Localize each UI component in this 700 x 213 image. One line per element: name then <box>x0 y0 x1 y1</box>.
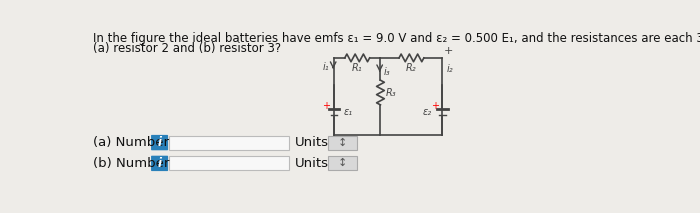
Text: Units: Units <box>295 136 329 149</box>
Text: ↕: ↕ <box>338 158 347 168</box>
Text: i₂: i₂ <box>447 65 454 75</box>
Text: R₃: R₃ <box>386 88 396 98</box>
Text: +: + <box>430 101 439 111</box>
Text: (a) resistor 2 and (b) resistor 3?: (a) resistor 2 and (b) resistor 3? <box>93 42 281 55</box>
Text: (b) Number: (b) Number <box>93 157 169 170</box>
Text: +: + <box>322 101 330 111</box>
Text: In the figure the ideal batteries have emfs ε₁ = 9.0 V and ε₂ = 0.500 E₁, and th: In the figure the ideal batteries have e… <box>93 32 700 45</box>
Text: i: i <box>158 157 162 170</box>
Text: i₁: i₁ <box>323 62 329 72</box>
Text: i₃: i₃ <box>384 67 390 77</box>
FancyBboxPatch shape <box>169 157 289 170</box>
Text: ε₂: ε₂ <box>423 107 432 117</box>
Text: R₁: R₁ <box>352 63 363 73</box>
FancyBboxPatch shape <box>328 157 357 170</box>
FancyBboxPatch shape <box>169 136 289 150</box>
FancyBboxPatch shape <box>151 156 168 171</box>
Text: R₂: R₂ <box>406 63 416 73</box>
FancyBboxPatch shape <box>328 136 357 150</box>
Text: Units: Units <box>295 157 329 170</box>
Text: i: i <box>158 136 162 149</box>
Text: +: + <box>444 46 454 56</box>
FancyBboxPatch shape <box>151 135 168 150</box>
Text: (a) Number: (a) Number <box>93 136 169 149</box>
Text: ε₁: ε₁ <box>343 107 352 117</box>
Text: ↕: ↕ <box>338 138 347 148</box>
